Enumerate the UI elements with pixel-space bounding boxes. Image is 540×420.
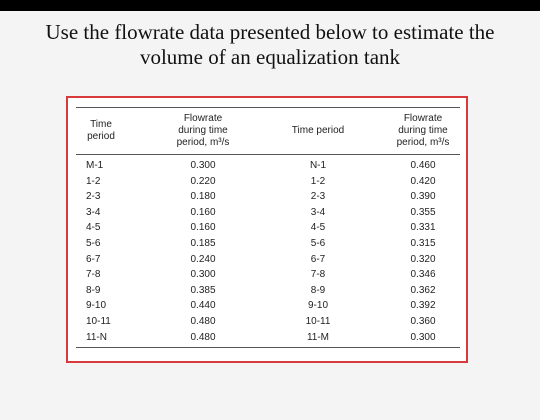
flowrate-1-cell: 0.160 <box>190 206 216 218</box>
flowrate-2-cell: 0.331 <box>410 222 436 234</box>
header-time-period-1: Time period <box>87 119 115 142</box>
time-period-2-cell: 6-7 <box>310 253 326 265</box>
table-header: Time period Flowrate during time period,… <box>76 107 460 155</box>
flowrate-2-cell: 0.420 <box>410 175 436 187</box>
time-period-1-cell: 11-N <box>86 331 107 343</box>
table-row: 11-N 0.480 11-M 0.300 <box>76 330 460 346</box>
time-period-1-cell: 4-5 <box>86 222 101 234</box>
header-time-period-2: Time period <box>291 125 345 136</box>
table-row: 6-7 0.240 6-7 0.320 <box>76 252 460 268</box>
flowrate-2-cell: 0.355 <box>410 206 436 218</box>
time-period-2-cell: 9-10 <box>307 300 328 312</box>
flowrate-1-cell: 0.480 <box>190 331 216 343</box>
table-row: 10-11 0.480 10-11 0.360 <box>76 314 460 330</box>
time-period-2-cell: 10-11 <box>305 315 331 327</box>
flowrate-1-cell: 0.160 <box>190 222 216 234</box>
time-period-2-cell: 7-8 <box>310 269 326 281</box>
flowrate-1-cell: 0.180 <box>190 191 216 203</box>
time-period-2-cell: 4-5 <box>310 222 326 234</box>
time-period-1-cell: 5-6 <box>86 237 101 249</box>
question-line-2: volume of an equalization tank <box>139 45 401 69</box>
flowrate-2-cell: 0.320 <box>410 253 436 265</box>
flowrate-2-cell: 0.392 <box>410 300 436 312</box>
flowrate-1-cell: 0.300 <box>190 160 216 171</box>
flowrate-table: Time period Flowrate during time period,… <box>76 107 460 349</box>
question-line-1: Use the flowrate data presented below to… <box>45 20 495 44</box>
flowrate-1-cell: 0.185 <box>190 237 216 249</box>
top-black-bar <box>0 0 540 11</box>
table-row: 9-10 0.440 9-10 0.392 <box>76 298 460 314</box>
header-flowrate-2: Flowrate during time period, m³/s <box>396 113 450 148</box>
table-row: 5-6 0.185 5-6 0.315 <box>76 236 460 252</box>
time-period-1-cell: 8-9 <box>86 284 101 296</box>
time-period-2-cell: 8-9 <box>310 284 326 296</box>
flowrate-2-cell: 0.460 <box>410 160 436 171</box>
time-period-2-cell: 5-6 <box>310 237 326 249</box>
table-row: 1-2 0.220 1-2 0.420 <box>76 174 460 190</box>
time-period-2-cell: 3-4 <box>310 206 326 218</box>
table-row: 7-8 0.300 7-8 0.346 <box>76 267 460 283</box>
flowrate-2-cell: 0.360 <box>410 315 436 327</box>
table-row: 3-4 0.160 3-4 0.355 <box>76 205 460 221</box>
flowrate-1-cell: 0.440 <box>190 300 216 312</box>
time-period-2-cell: 2-3 <box>310 191 326 203</box>
time-period-1-cell: 3-4 <box>86 206 101 218</box>
flowrate-2-cell: 0.362 <box>410 284 436 296</box>
time-period-2-cell: N-1 <box>309 160 327 171</box>
table-row: 4-5 0.160 4-5 0.331 <box>76 220 460 236</box>
time-period-1-cell: 10-11 <box>86 315 111 327</box>
table-row: 8-9 0.385 8-9 0.362 <box>76 283 460 299</box>
time-period-2-cell: 11-M <box>306 331 330 343</box>
flowrate-1-cell: 0.480 <box>190 315 216 327</box>
time-period-1-cell: 9-10 <box>86 300 107 312</box>
time-period-1-cell: 6-7 <box>86 253 101 265</box>
table-row: M-1 0.300 N-1 0.460 <box>76 158 460 174</box>
flowrate-1-cell: 0.300 <box>190 269 216 281</box>
header-flowrate-1: Flowrate during time period, m³/s <box>176 113 230 148</box>
question-text: Use the flowrate data presented below to… <box>20 20 520 70</box>
time-period-1-cell: 7-8 <box>86 269 101 281</box>
flowrate-2-cell: 0.315 <box>410 237 436 249</box>
table-row: 2-3 0.180 2-3 0.390 <box>76 189 460 205</box>
time-period-1-cell: 2-3 <box>86 191 101 203</box>
table-body: M-1 0.300 N-1 0.460 1-2 0.220 1-2 0.420 2-3 0.180… <box>76 158 460 349</box>
time-period-2-cell: 1-2 <box>310 175 326 187</box>
time-period-1-cell: 1-2 <box>86 175 101 187</box>
flowrate-2-cell: 0.300 <box>410 331 436 343</box>
flowrate-1-cell: 0.240 <box>190 253 216 265</box>
flowrate-2-cell: 0.346 <box>410 269 436 281</box>
time-period-1-cell: M-1 <box>86 160 104 171</box>
flowrate-1-cell: 0.220 <box>190 175 216 187</box>
flowrate-1-cell: 0.385 <box>190 284 216 296</box>
flowrate-2-cell: 0.390 <box>410 191 436 203</box>
table-frame: Time period Flowrate during time period,… <box>66 96 468 363</box>
